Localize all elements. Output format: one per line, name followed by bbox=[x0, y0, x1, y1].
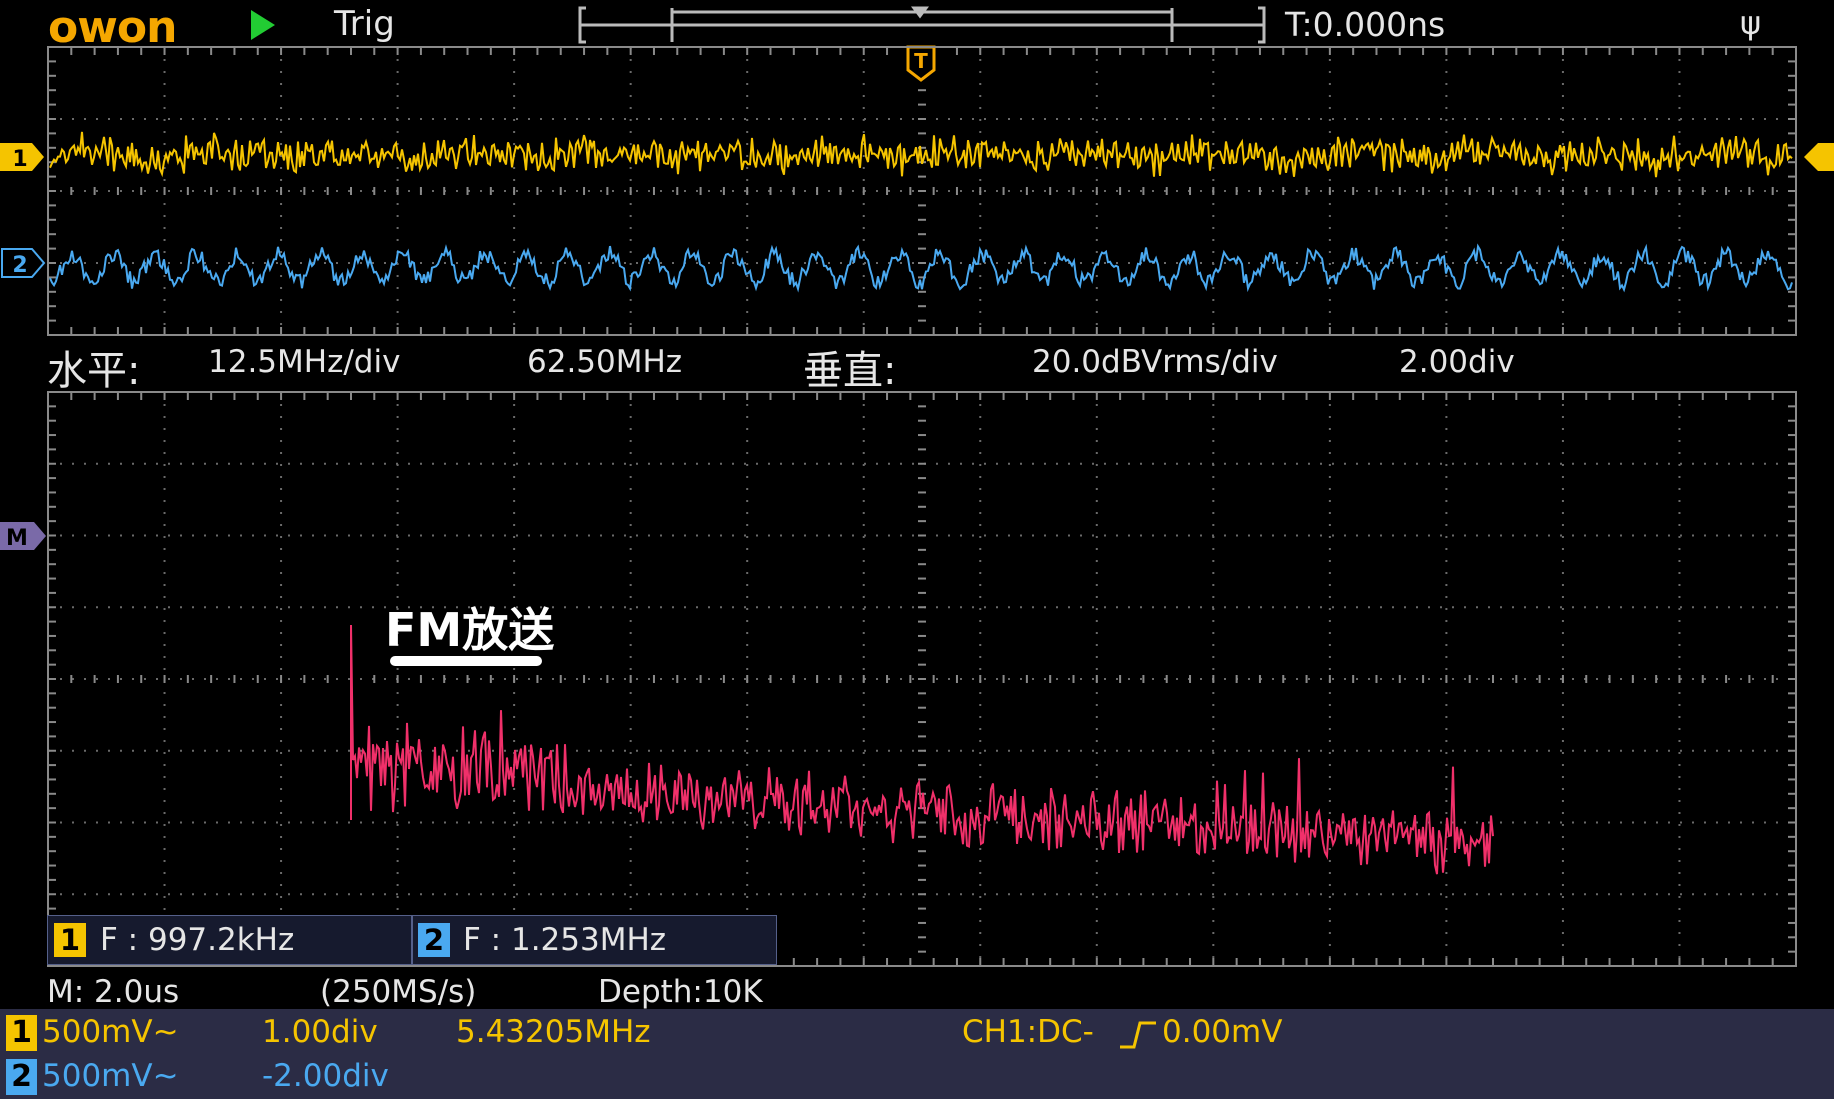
channel-status-bar: 1 500mV~ 1.00div 5.43205MHz CH1:DC- 0.00… bbox=[0, 1009, 1834, 1099]
vertical-scale: 20.0dBVrms/div bbox=[1032, 344, 1278, 380]
measurement-ch2[interactable]: 2 F : 1.253MHz bbox=[412, 915, 777, 965]
ch2-volts-div[interactable]: 500mV~ bbox=[42, 1058, 179, 1094]
svg-text:T: T bbox=[914, 49, 928, 73]
timebase: M: 2.0us bbox=[47, 974, 180, 1010]
horizontal-scale: 12.5MHz/div bbox=[208, 344, 401, 380]
memory-position-bar bbox=[578, 6, 1266, 44]
ch2-level-marker[interactable]: 2 bbox=[1, 248, 46, 278]
measurement-ch1[interactable]: 1 F : 997.2kHz bbox=[47, 915, 412, 965]
ch2-waveform bbox=[49, 243, 1793, 293]
rising-edge-icon bbox=[1120, 1021, 1156, 1049]
measurement-ch2-value: F : 1.253MHz bbox=[463, 922, 667, 958]
vertical-label: 垂直: bbox=[803, 348, 897, 394]
fft-display bbox=[47, 391, 1797, 967]
owon-logo: owon bbox=[48, 2, 177, 53]
ch1-volts-div[interactable]: 500mV~ bbox=[42, 1014, 179, 1050]
memory-depth: Depth:10K bbox=[598, 974, 763, 1010]
run-state-icon bbox=[251, 10, 275, 40]
annotation-underline bbox=[390, 656, 542, 666]
horizontal-label: 水平: bbox=[47, 348, 141, 394]
ch2-position: -2.00div bbox=[262, 1058, 389, 1094]
ch1-position: 1.00div bbox=[262, 1014, 378, 1050]
ch1-level-marker[interactable]: 1 bbox=[0, 143, 44, 172]
trigger-position-marker: T bbox=[906, 45, 936, 82]
fft-spectrum-trace bbox=[350, 624, 1494, 875]
trigger-level-marker[interactable] bbox=[1804, 143, 1834, 171]
ch1-frequency: 5.43205MHz bbox=[456, 1014, 651, 1050]
ch1-waveform bbox=[49, 131, 1793, 178]
svg-text:2: 2 bbox=[12, 253, 27, 278]
ch1-badge: 1 bbox=[54, 923, 86, 957]
time-offset: T:0.000ns bbox=[1285, 5, 1446, 44]
fm-broadcast-annotation: FM放送 bbox=[385, 603, 555, 657]
run-state-label: Trig bbox=[334, 4, 395, 44]
ch2-status-badge[interactable]: 2 bbox=[6, 1059, 37, 1095]
math-level-marker[interactable]: M bbox=[0, 522, 46, 551]
measurement-ch1-value: F : 997.2kHz bbox=[100, 922, 295, 958]
horizontal-center: 62.50MHz bbox=[527, 344, 683, 380]
svg-text:M: M bbox=[6, 526, 28, 551]
trigger-level: 0.00mV bbox=[1162, 1014, 1283, 1050]
waveform-display bbox=[47, 46, 1797, 336]
usb-icon: ψ bbox=[1740, 4, 1762, 42]
ch2-badge: 2 bbox=[418, 923, 450, 957]
svg-text:1: 1 bbox=[12, 147, 27, 172]
trigger-source[interactable]: CH1:DC- bbox=[962, 1014, 1094, 1050]
measurement-bar: 1 F : 997.2kHz 2 F : 1.253MHz bbox=[47, 915, 777, 965]
ch1-status-badge[interactable]: 1 bbox=[6, 1015, 37, 1051]
vertical-offset: 2.00div bbox=[1399, 344, 1515, 380]
waveform-grid bbox=[47, 46, 1797, 336]
sample-rate: (250MS/s) bbox=[320, 974, 477, 1010]
